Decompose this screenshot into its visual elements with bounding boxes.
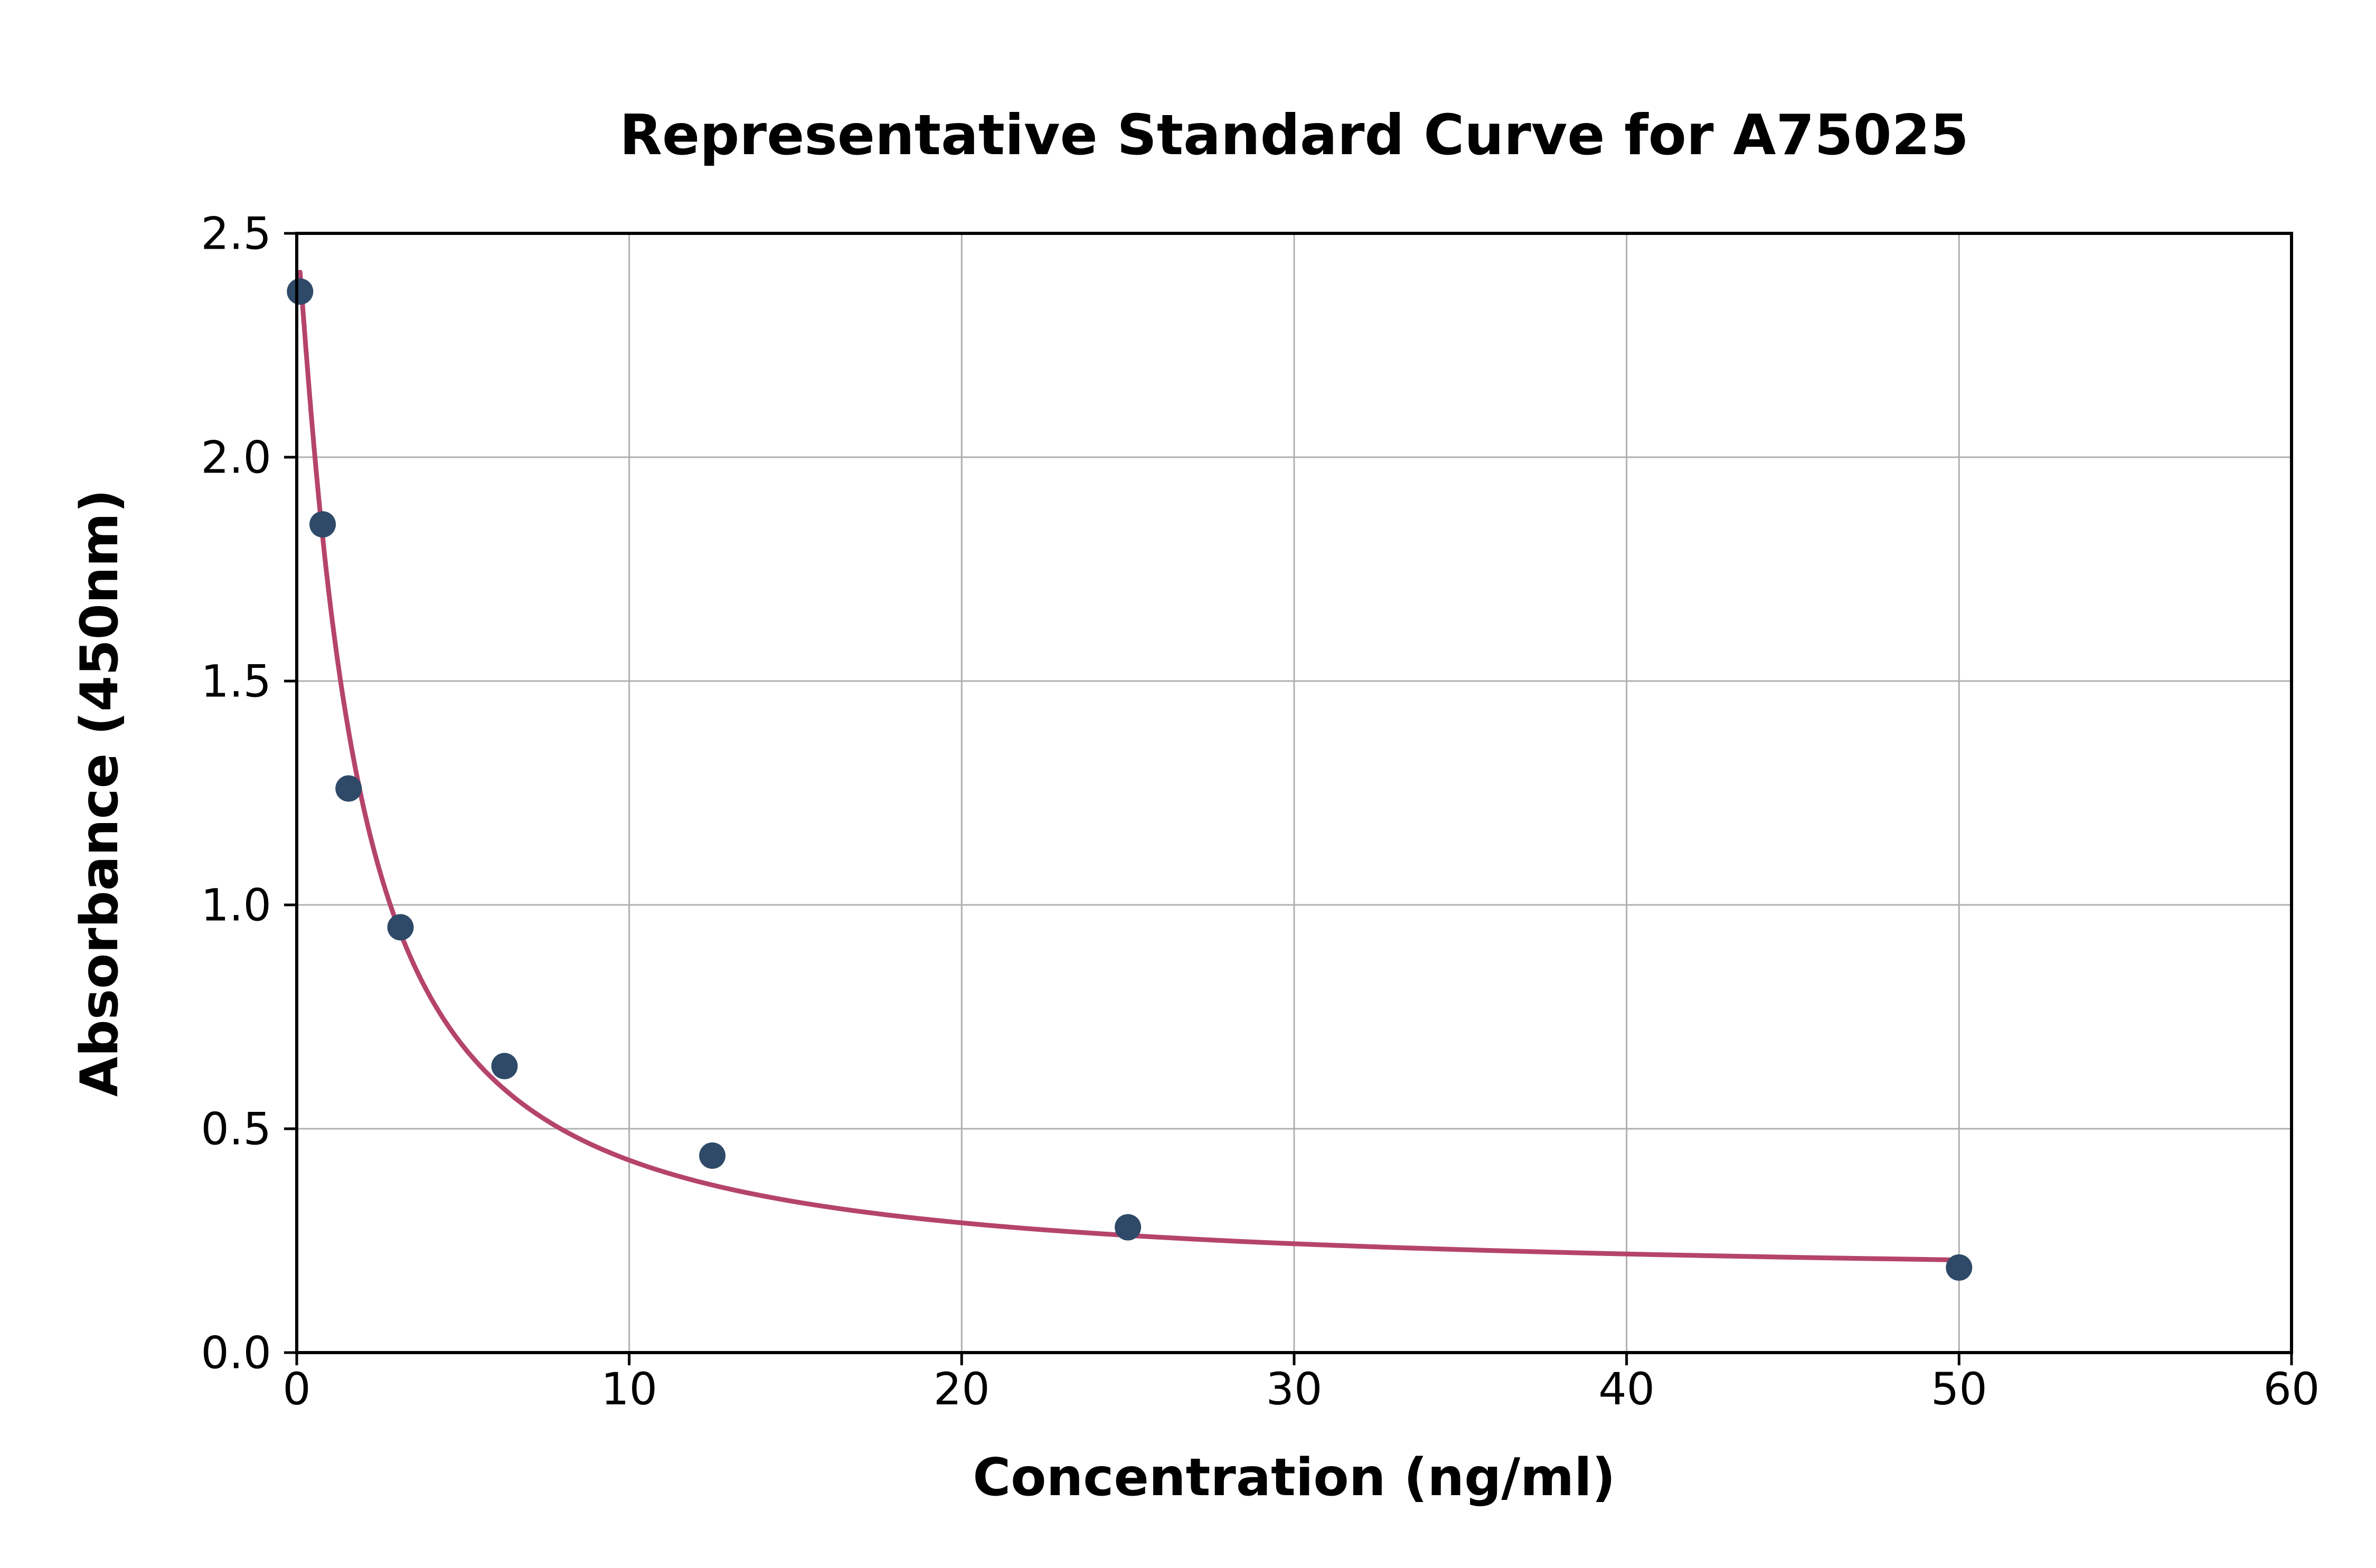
data-point [287,278,314,305]
chart-title: Representative Standard Curve for A75025 [619,103,1969,167]
x-tick-label: 0 [282,1363,310,1415]
y-axis-label: Absorbance (450nm) [70,489,130,1097]
y-tick-label: 0.0 [201,1327,271,1378]
x-tick-label: 50 [1931,1363,1987,1415]
x-tick-label: 20 [934,1363,990,1415]
data-point [699,1142,726,1169]
data-point [387,914,414,941]
y-tick-label: 1.0 [201,879,271,931]
data-point [309,511,336,538]
x-tick-label: 60 [2264,1363,2320,1415]
y-tick-label: 0.5 [201,1103,271,1155]
plot-area: 0 10 20 30 40 50 60 0.0 0.5 1.0 1.5 2.0 2.5 [201,207,2320,1415]
y-tick-label: 1.5 [201,655,271,707]
x-tick-label: 40 [1598,1363,1655,1415]
data-point [1115,1214,1142,1241]
y-tick-label: 2.0 [201,431,271,483]
x-tick-label: 10 [601,1363,657,1415]
x-axis-label: Concentration (ng/ml) [973,1448,1615,1508]
x-tick-label: 30 [1266,1363,1323,1415]
y-tick-label: 2.5 [201,207,271,259]
fit-curve [297,270,1962,1262]
data-point [491,1053,518,1080]
data-point [1946,1254,1973,1281]
data-point [335,775,362,802]
